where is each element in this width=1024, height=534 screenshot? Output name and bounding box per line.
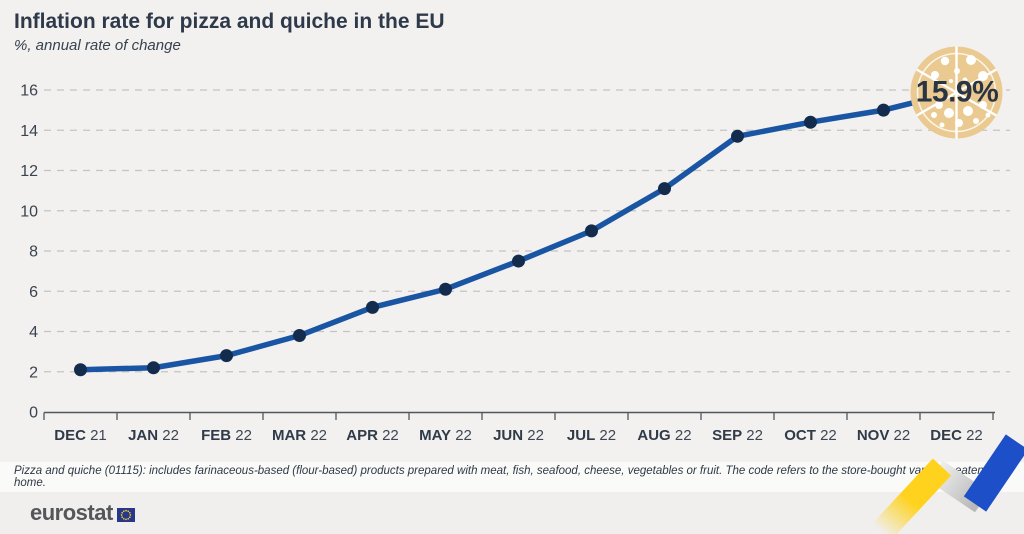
x-axis-category-label: APR 22: [346, 427, 399, 444]
y-axis-tick-label: 4: [29, 324, 38, 341]
page-title: Inflation rate for pizza and quiche in t…: [14, 10, 445, 33]
x-axis-category-label: OCT 22: [784, 427, 837, 444]
x-axis-category-label: DEC 22: [930, 427, 983, 444]
y-axis-tick-label: 12: [20, 163, 38, 180]
data-point: [731, 129, 744, 143]
y-axis-tick-label: 2: [29, 364, 38, 381]
eurostat-logo: eurostat: [30, 500, 135, 526]
data-point: [147, 361, 160, 375]
line-chart: 0 2 4 6 8 10 12 14 16 DEC 21 JAN 22 FEB 22 MAR 22 APR…: [20, 83, 1010, 444]
x-axis-category-label: JAN 22: [128, 427, 179, 444]
x-axis-category-label: FEB 22: [201, 427, 252, 444]
footnote-text: Pizza and quiche (01115): includes farin…: [14, 465, 997, 489]
data-point: [439, 282, 452, 296]
y-axis-tick-label: 14: [20, 123, 38, 140]
data-point: [877, 103, 890, 117]
x-axis-category-label: MAR 22: [272, 427, 327, 444]
x-axis-category-label: NOV 22: [857, 427, 910, 444]
data-point: [293, 329, 306, 343]
x-axis-category-label: JUN 22: [493, 427, 544, 444]
chart-header: Inflation rate for pizza and quiche in t…: [14, 10, 445, 54]
footnote-band: Pizza and quiche (01115): includes farin…: [0, 462, 1024, 492]
data-point: [74, 363, 87, 377]
data-point: [366, 300, 379, 314]
x-axis-category-label: AUG 22: [637, 427, 691, 444]
eu-flag-icon: [116, 508, 135, 522]
x-axis-category-label: MAY 22: [419, 427, 472, 444]
data-point: [658, 182, 671, 196]
data-point: [220, 349, 233, 363]
data-line: [77, 89, 960, 373]
data-point: [804, 115, 817, 129]
y-axis-tick-label: 10: [20, 203, 38, 220]
data-point: [512, 254, 525, 268]
latest-value-callout: 15.9%: [915, 75, 999, 109]
footer-band: eurostat: [0, 492, 1024, 534]
page-subtitle: %, annual rate of change: [14, 37, 181, 55]
y-axis-tick-label: 16: [20, 83, 38, 100]
x-axis-category-label: SEP 22: [712, 427, 763, 444]
x-axis-category-label: JUL 22: [567, 427, 616, 444]
y-axis-tick-label: 0: [29, 405, 38, 422]
y-axis-tick-label: 6: [29, 284, 38, 301]
y-axis-tick-label: 8: [29, 244, 38, 261]
x-axis-category-label: DEC 21: [54, 427, 107, 444]
eurostat-logo-text: eurostat: [30, 500, 113, 525]
pizza-icon: [909, 45, 1004, 140]
data-point: [585, 224, 598, 238]
